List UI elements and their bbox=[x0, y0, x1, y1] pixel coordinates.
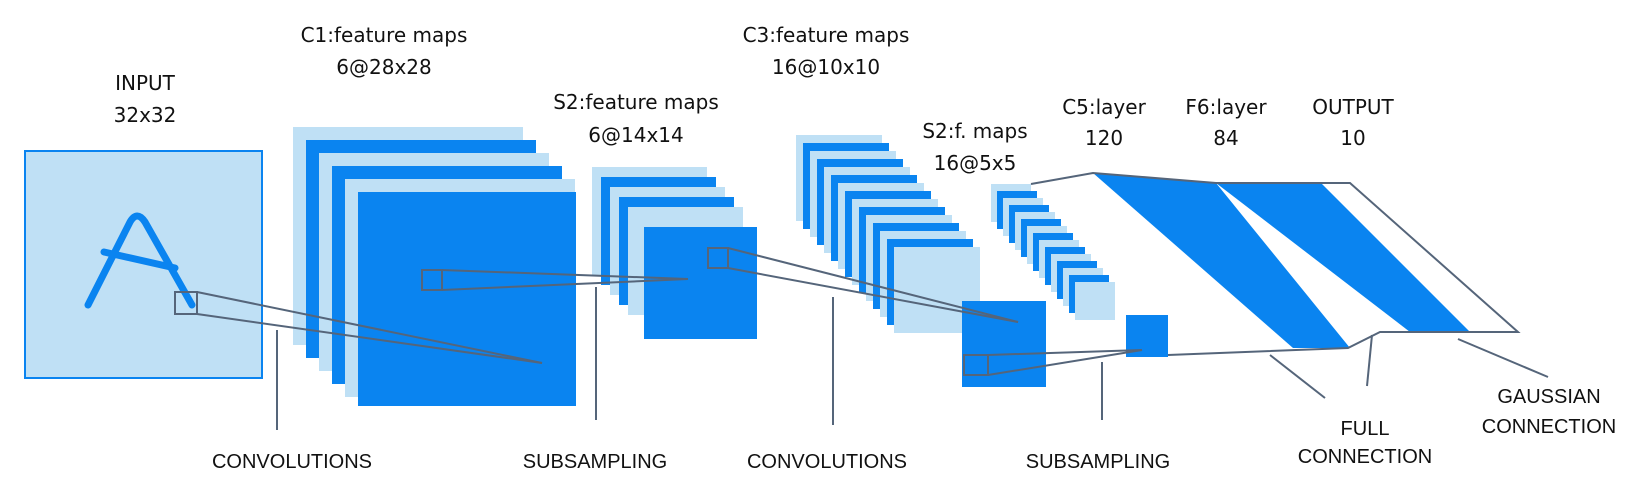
c3-title: C3:feature maps bbox=[743, 23, 910, 47]
pointer-lines bbox=[276, 287, 1549, 430]
s2-stack bbox=[592, 167, 757, 339]
sub1-caption: SUBSAMPLING bbox=[523, 451, 667, 473]
f6-size: 84 bbox=[1213, 126, 1238, 150]
output-title: OUTPUT bbox=[1312, 95, 1394, 119]
s4-stack bbox=[991, 184, 1168, 357]
c5-title: C5:layer bbox=[1062, 95, 1146, 119]
gaussian-connection-caption-line2: CONNECTION bbox=[1482, 416, 1616, 438]
output-size: 10 bbox=[1340, 126, 1365, 150]
fully-connected-block bbox=[1030, 171, 1521, 356]
f6-title: F6:layer bbox=[1185, 95, 1267, 119]
input-receptive-field bbox=[174, 291, 198, 315]
sub2-caption: SUBSAMPLING bbox=[1026, 451, 1170, 473]
projection-lines bbox=[196, 247, 1143, 376]
c5-band bbox=[1093, 173, 1350, 348]
conv1-caption: CONVOLUTIONS bbox=[212, 451, 372, 473]
c1-size: 6@28x28 bbox=[336, 55, 431, 79]
input-title: INPUT bbox=[115, 71, 176, 95]
s2-map bbox=[644, 227, 757, 339]
s2-size: 6@14x14 bbox=[588, 123, 683, 147]
c1-receptive-field bbox=[421, 269, 443, 291]
conv2-caption: CONVOLUTIONS bbox=[747, 451, 907, 473]
c1-stack bbox=[293, 127, 576, 406]
full-connection-caption-line1: FULL bbox=[1341, 418, 1390, 440]
full-connection-caption-line2: CONNECTION bbox=[1298, 446, 1432, 468]
c1-map bbox=[358, 192, 576, 406]
s2-receptive-field bbox=[707, 247, 729, 269]
c3-size: 16@10x10 bbox=[772, 55, 880, 79]
input-layer bbox=[24, 150, 263, 379]
s2-title: S2:feature maps bbox=[553, 90, 719, 114]
input-glyph-a bbox=[84, 212, 196, 309]
fc-outline bbox=[1030, 171, 1521, 356]
gaussian-connection-caption-line1: GAUSSIAN bbox=[1497, 386, 1600, 408]
input-size: 32x32 bbox=[114, 103, 177, 127]
c3-receptive-field bbox=[963, 354, 989, 376]
s4-size: 16@5x5 bbox=[934, 151, 1017, 175]
c3-stack bbox=[796, 135, 1046, 387]
f6-band bbox=[1216, 183, 1470, 332]
s4-title: S2:f. maps bbox=[922, 119, 1027, 143]
input-image bbox=[24, 150, 263, 379]
c1-title: C1:feature maps bbox=[301, 23, 468, 47]
c5-size: 120 bbox=[1085, 126, 1123, 150]
s4-map bbox=[1075, 282, 1115, 320]
